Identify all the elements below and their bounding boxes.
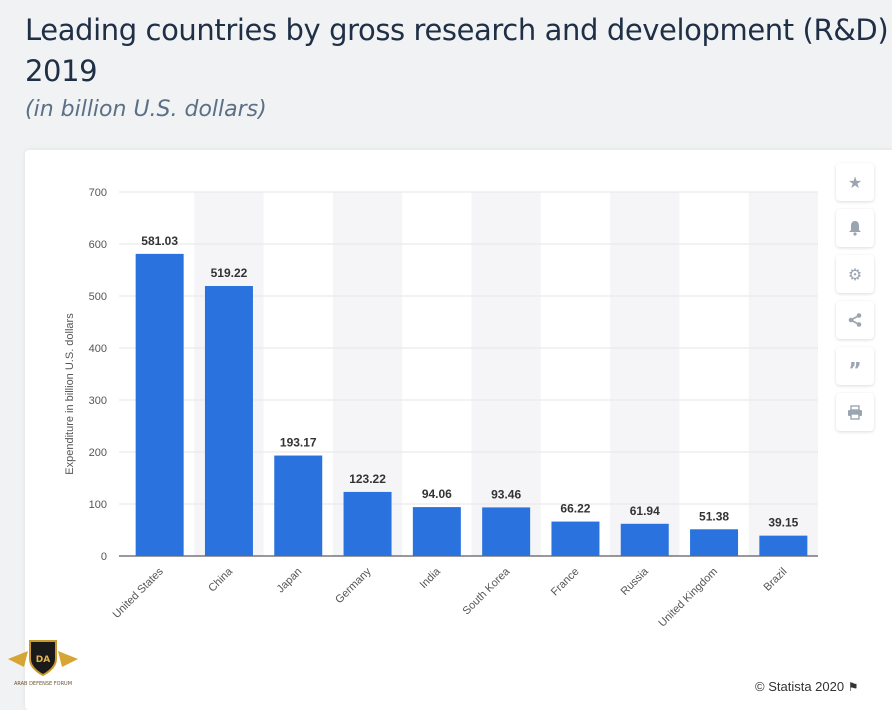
watermark-text: ARAB DEFENSE FORUM bbox=[14, 681, 72, 687]
x-tick-label: United Kingdom bbox=[656, 566, 720, 630]
bar[interactable] bbox=[204, 286, 253, 556]
category-band bbox=[471, 192, 541, 556]
favorite-button[interactable]: ★ bbox=[836, 163, 874, 201]
bar[interactable] bbox=[482, 507, 531, 556]
bar[interactable] bbox=[412, 507, 461, 556]
chart-toolbar: ★ ⚙ ” bbox=[836, 163, 876, 439]
bar[interactable] bbox=[620, 523, 669, 556]
share-button[interactable] bbox=[836, 301, 874, 339]
cite-button[interactable]: ” bbox=[836, 347, 874, 385]
bell-icon bbox=[849, 221, 861, 236]
share-icon bbox=[848, 313, 862, 327]
x-tick-label: United States bbox=[111, 565, 167, 621]
y-tick-label: 600 bbox=[89, 239, 107, 251]
bar[interactable] bbox=[274, 455, 323, 556]
data-label: 66.22 bbox=[560, 502, 590, 516]
x-tick-label: South Korea bbox=[461, 565, 513, 617]
svg-text:DA: DA bbox=[36, 655, 50, 665]
data-label: 93.46 bbox=[491, 487, 521, 501]
data-label: 193.17 bbox=[280, 436, 317, 450]
data-label: 519.22 bbox=[211, 266, 248, 280]
y-tick-label: 0 bbox=[101, 551, 107, 563]
x-tick-label: France bbox=[549, 566, 582, 599]
x-tick-label: Japan bbox=[275, 566, 305, 596]
watermark-logo: DA ARAB DEFENSE FORUM bbox=[6, 637, 80, 700]
flag-icon: ⚑ bbox=[847, 680, 859, 694]
y-tick-label: 100 bbox=[89, 499, 107, 511]
x-tick-label: Brazil bbox=[762, 566, 790, 594]
page-title: Leading countries by gross research and … bbox=[25, 13, 889, 88]
data-label: 39.15 bbox=[768, 516, 798, 530]
y-tick-label: 300 bbox=[89, 395, 107, 407]
bar[interactable] bbox=[690, 529, 739, 556]
bar[interactable] bbox=[135, 253, 184, 557]
page-subtitle: (in billion U.S. dollars) bbox=[25, 97, 267, 122]
x-tick-label: India bbox=[418, 565, 444, 591]
copyright-text: © Statista 2020 bbox=[755, 679, 845, 694]
x-tick-label: Germany bbox=[333, 565, 374, 606]
quote-icon: ” bbox=[848, 358, 862, 382]
bar[interactable] bbox=[551, 521, 600, 556]
y-tick-label: 700 bbox=[89, 187, 107, 199]
category-band bbox=[610, 192, 680, 556]
print-icon bbox=[848, 404, 862, 420]
y-axis-label: Expenditure in billion U.S. dollars bbox=[64, 313, 76, 475]
settings-button[interactable]: ⚙ bbox=[836, 255, 874, 293]
y-tick-label: 500 bbox=[89, 291, 107, 303]
notification-button[interactable] bbox=[836, 209, 874, 247]
data-label: 61.94 bbox=[630, 504, 660, 518]
y-tick-label: 400 bbox=[89, 343, 107, 355]
print-button[interactable] bbox=[836, 393, 874, 431]
x-tick-label: Russia bbox=[619, 565, 652, 598]
data-label: 94.06 bbox=[422, 487, 452, 501]
gear-icon: ⚙ bbox=[847, 264, 863, 284]
category-band bbox=[748, 192, 818, 556]
bar[interactable] bbox=[759, 535, 808, 556]
star-icon: ★ bbox=[847, 172, 863, 192]
data-label: 581.03 bbox=[141, 234, 178, 248]
y-tick-label: 200 bbox=[89, 447, 107, 459]
copyright-notice: © Statista 2020 ⚑ bbox=[755, 679, 858, 694]
data-label: 123.22 bbox=[349, 472, 386, 486]
data-label: 51.38 bbox=[699, 509, 729, 523]
shield-icon: DA ARAB DEFENSE FORUM bbox=[8, 640, 78, 687]
bar[interactable] bbox=[343, 491, 392, 556]
x-tick-label: China bbox=[206, 565, 235, 594]
